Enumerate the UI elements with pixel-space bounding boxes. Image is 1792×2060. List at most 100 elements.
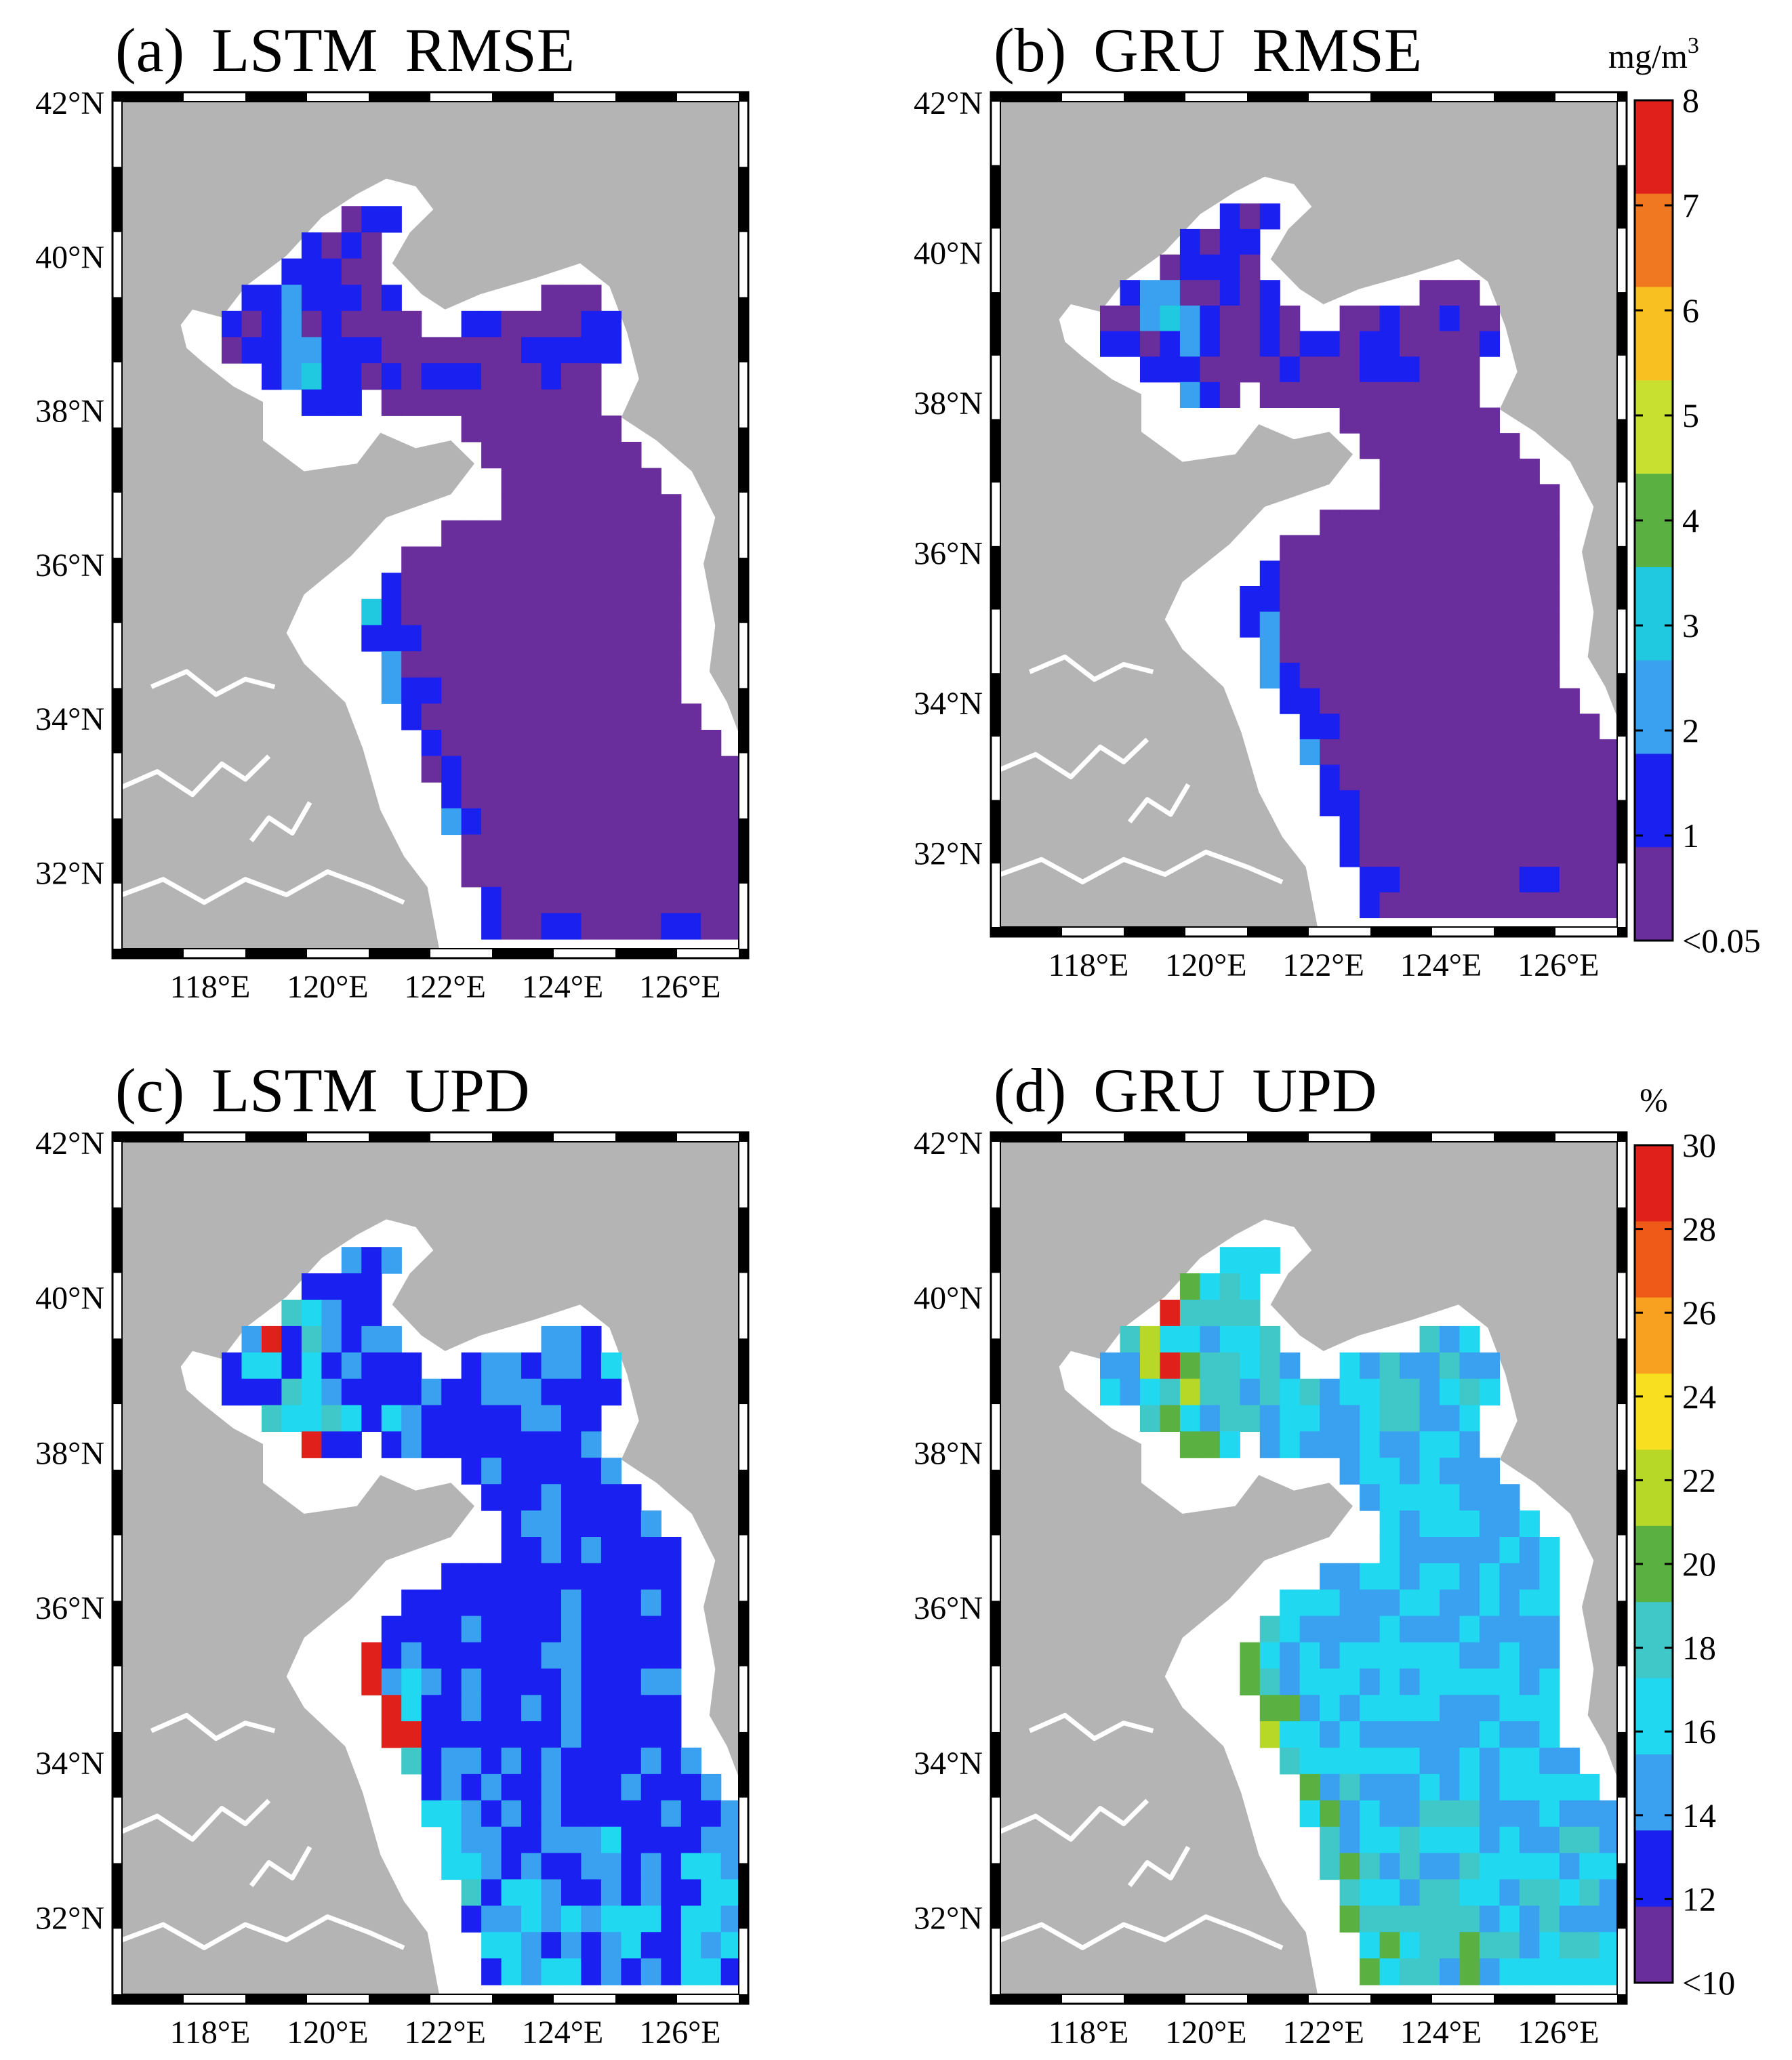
grid-cell bbox=[1400, 433, 1421, 459]
grid-cell bbox=[581, 1826, 602, 1854]
grid-cell bbox=[701, 861, 722, 888]
grid-cell bbox=[441, 520, 462, 548]
grid-cell bbox=[581, 1695, 602, 1722]
grid-cell bbox=[1459, 510, 1480, 536]
river-line bbox=[249, 801, 312, 843]
grid-cell bbox=[541, 782, 562, 809]
grid-cell bbox=[1360, 305, 1381, 332]
grid-cell bbox=[501, 598, 522, 625]
grid-cell bbox=[1280, 637, 1301, 663]
grid-cell bbox=[441, 598, 462, 625]
river-line bbox=[150, 669, 276, 697]
grid-cell bbox=[1379, 739, 1400, 766]
grid-cell bbox=[381, 1642, 402, 1669]
grid-cell bbox=[521, 1537, 542, 1564]
grid-cell bbox=[521, 1879, 542, 1906]
grid-cell bbox=[661, 834, 682, 861]
grid-cell bbox=[461, 520, 482, 548]
grid-cell bbox=[361, 1642, 382, 1669]
grid-cell bbox=[501, 1695, 522, 1722]
grid-cell bbox=[301, 1405, 322, 1432]
grid-cell bbox=[661, 1826, 682, 1854]
grid-cell bbox=[481, 1800, 502, 1828]
grid-cell bbox=[1400, 815, 1421, 842]
grid-cell bbox=[1379, 305, 1400, 332]
grid-cell bbox=[1339, 1378, 1360, 1406]
grid-cell bbox=[621, 520, 642, 548]
grid-cell bbox=[241, 1352, 262, 1380]
grid-cell bbox=[1360, 611, 1381, 638]
grid-cell bbox=[521, 1405, 542, 1432]
grid-cell bbox=[600, 1589, 622, 1617]
grid-cell bbox=[1299, 688, 1320, 714]
grid-cell bbox=[1479, 714, 1500, 740]
grid-cell bbox=[421, 1431, 442, 1458]
grid-cell bbox=[1519, 1537, 1540, 1564]
grid-cell bbox=[621, 1958, 642, 1985]
grid-cell bbox=[561, 703, 582, 730]
grid-cell bbox=[1379, 1695, 1400, 1722]
grid-cell bbox=[701, 1800, 722, 1828]
grid-cell bbox=[281, 310, 302, 337]
grid-cell bbox=[600, 1879, 622, 1906]
grid-cell bbox=[481, 1378, 502, 1406]
grid-cell bbox=[301, 1378, 322, 1406]
grid-cell bbox=[501, 363, 522, 390]
grid-cell bbox=[441, 1853, 462, 1880]
grid-cell bbox=[1479, 433, 1500, 459]
grid-cell bbox=[1240, 586, 1261, 613]
grid-cell bbox=[421, 1695, 442, 1722]
grid-cell bbox=[541, 1668, 562, 1695]
grid-cell bbox=[1519, 586, 1540, 613]
grid-cell bbox=[621, 1800, 642, 1828]
grid-cell bbox=[1499, 739, 1520, 766]
grid-cell bbox=[1579, 790, 1600, 817]
grid-cell bbox=[1360, 331, 1381, 357]
grid-cell bbox=[1259, 1695, 1280, 1722]
lat-tick-label: 34°N bbox=[914, 1746, 983, 1781]
grid-cell bbox=[720, 1879, 739, 1906]
grid-cell bbox=[1400, 356, 1421, 383]
colorbar-tick-label: 20 bbox=[1682, 1545, 1716, 1583]
grid-cell bbox=[1479, 305, 1500, 332]
grid-cell bbox=[421, 756, 442, 783]
grid-cell bbox=[1140, 305, 1161, 332]
grid-cell bbox=[1400, 305, 1421, 332]
grid-cell bbox=[581, 730, 602, 757]
grid-cell bbox=[621, 1642, 642, 1669]
grid-cell bbox=[1559, 739, 1580, 766]
grid-cell bbox=[621, 756, 642, 783]
grid-cell bbox=[222, 337, 243, 364]
grid-cell bbox=[1419, 1352, 1440, 1380]
grid-cell bbox=[1280, 662, 1301, 689]
lat-tick-label: 36°N bbox=[35, 1590, 104, 1626]
colorbar-swatch bbox=[1635, 1221, 1673, 1298]
grid-cell bbox=[421, 546, 442, 573]
grid-cell bbox=[621, 913, 642, 940]
grid-cell bbox=[1280, 586, 1301, 613]
grid-cell bbox=[600, 1458, 622, 1485]
grid-cell bbox=[581, 1563, 602, 1590]
grid-cell bbox=[1499, 1695, 1520, 1722]
grid-cell bbox=[720, 1826, 739, 1854]
colorbar-tick-label: 3 bbox=[1682, 606, 1699, 644]
grid-cell bbox=[1280, 1589, 1301, 1617]
grid-cell bbox=[1419, 1563, 1440, 1590]
grid-cell bbox=[1499, 1932, 1520, 1959]
grid-cell bbox=[521, 1932, 542, 1959]
grid-cell bbox=[1479, 458, 1500, 485]
grid-cell bbox=[661, 1695, 682, 1722]
grid-cell bbox=[1440, 1615, 1461, 1643]
grid-cell bbox=[481, 651, 502, 678]
lat-tick-label: 42°N bbox=[914, 1126, 983, 1161]
grid-cell bbox=[401, 1589, 422, 1617]
lon-tick-label: 122°E bbox=[1282, 947, 1364, 983]
grid-cell bbox=[581, 782, 602, 809]
grid-cell bbox=[581, 1879, 602, 1906]
grid-cell bbox=[501, 1773, 522, 1801]
grid-cell bbox=[600, 573, 622, 600]
grid-cell bbox=[720, 913, 739, 940]
grid-cell bbox=[481, 389, 502, 416]
colorbar-tick-label: <0.05 bbox=[1682, 922, 1761, 960]
grid-cell bbox=[1379, 484, 1400, 510]
